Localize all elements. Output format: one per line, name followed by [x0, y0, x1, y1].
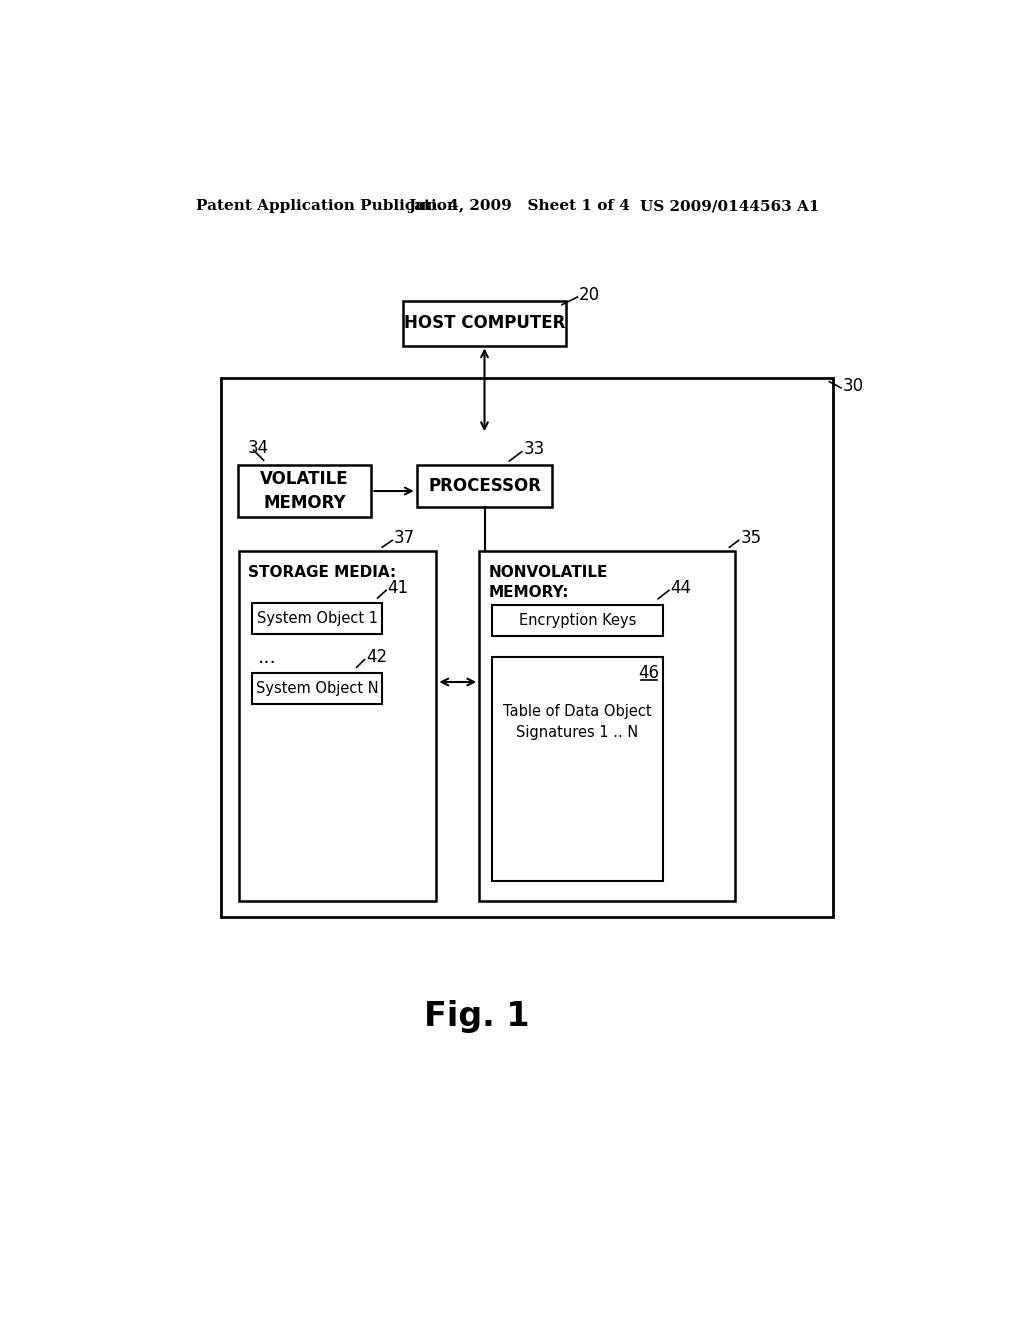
Text: 20: 20	[579, 286, 600, 305]
Text: 41: 41	[388, 579, 409, 597]
Bar	[238, 465, 372, 517]
Bar	[221, 378, 834, 917]
Text: 35: 35	[740, 529, 762, 546]
Text: 44: 44	[671, 579, 691, 597]
Text: System Object N: System Object N	[256, 681, 379, 696]
Bar	[493, 605, 663, 636]
Text: PROCESSOR: PROCESSOR	[428, 477, 541, 495]
Bar	[493, 657, 663, 880]
Text: System Object 1: System Object 1	[257, 611, 378, 627]
Bar	[252, 673, 382, 704]
Text: Jun. 4, 2009   Sheet 1 of 4: Jun. 4, 2009 Sheet 1 of 4	[409, 199, 631, 213]
Bar	[417, 465, 552, 507]
Text: Table of Data Object
Signatures 1 .. N: Table of Data Object Signatures 1 .. N	[503, 704, 652, 739]
Text: 34: 34	[248, 440, 269, 457]
Text: STORAGE MEDIA:: STORAGE MEDIA:	[248, 565, 396, 579]
Text: Encryption Keys: Encryption Keys	[519, 612, 636, 628]
Bar	[479, 552, 735, 902]
Text: 37: 37	[394, 529, 415, 546]
Text: 42: 42	[366, 648, 387, 667]
Text: HOST COMPUTER: HOST COMPUTER	[403, 314, 565, 333]
Text: VOLATILE
MEMORY: VOLATILE MEMORY	[260, 470, 349, 512]
Bar	[252, 603, 382, 635]
Text: Fig. 1: Fig. 1	[424, 1001, 529, 1034]
Text: 33: 33	[523, 441, 545, 458]
Text: 46: 46	[638, 664, 659, 681]
Text: NONVOLATILE
MEMORY:: NONVOLATILE MEMORY:	[488, 565, 608, 599]
Bar	[403, 301, 566, 346]
Text: US 2009/0144563 A1: US 2009/0144563 A1	[640, 199, 819, 213]
Text: Patent Application Publication: Patent Application Publication	[197, 199, 458, 213]
Text: 30: 30	[843, 378, 863, 395]
Bar	[239, 552, 436, 902]
Text: ...: ...	[258, 648, 276, 667]
